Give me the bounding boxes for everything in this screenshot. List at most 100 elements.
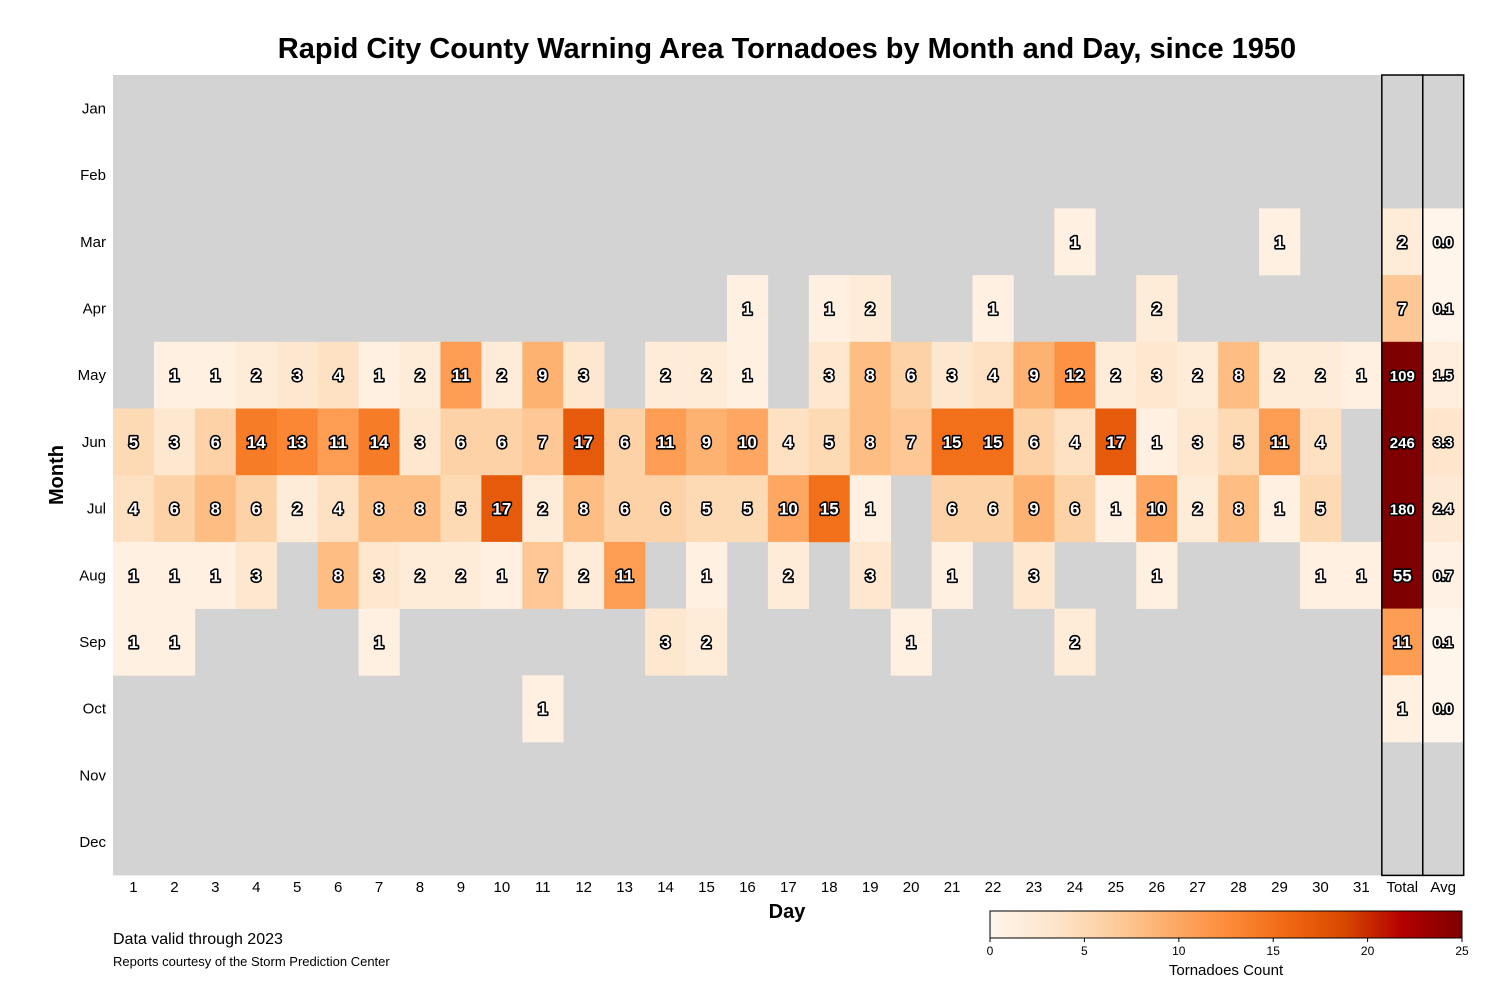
cell-label-may-27: 2 (1193, 366, 1202, 385)
cell-jul-9 (440, 475, 482, 543)
cell-label-jun-19: 8 (865, 433, 874, 452)
cell-label-jun-16: 10 (738, 433, 757, 452)
cell-label-jul-15: 5 (702, 500, 711, 519)
cell-aug-17 (767, 541, 810, 609)
cell-jun-20 (890, 408, 932, 476)
colorbar-tick-5: 5 (1081, 944, 1088, 958)
x-tick-7: 7 (375, 879, 383, 896)
cell-label-mar-29: 1 (1275, 233, 1284, 252)
x-tick-3: 3 (211, 879, 219, 896)
cell-label-aug-11: 7 (538, 566, 547, 585)
x-tick-14: 14 (657, 879, 674, 896)
x-tick-9: 9 (457, 879, 465, 896)
cell-may-16 (726, 341, 769, 409)
y-axis-ticks: Jan Feb Mar Apr May Jun Jul Aug Sep Oct Nov Dec (78, 100, 107, 851)
cell-label-aug-6: 8 (333, 566, 342, 585)
cell-label-jun-20: 7 (906, 433, 915, 452)
cell-aug-1 (113, 541, 155, 609)
cell-aug-11 (522, 541, 564, 609)
cell-label-jun-3: 6 (211, 433, 220, 452)
cell-may-19 (849, 341, 891, 409)
cell-jun-16 (726, 408, 769, 476)
cell-jun-12 (563, 408, 605, 476)
cell-sep-24 (1054, 608, 1096, 676)
cell-label-aug-7: 3 (374, 566, 383, 585)
cell-label-jun-10: 6 (497, 433, 506, 452)
y-tick-may: May (78, 367, 107, 384)
x-tick-19: 19 (862, 879, 879, 896)
cell-label-jun-25: 17 (1106, 433, 1125, 452)
cell-may-10 (481, 341, 523, 409)
cell-jul-23 (1013, 475, 1055, 543)
cell-jul-7 (358, 475, 400, 543)
cell-label-sep-2: 1 (170, 633, 179, 652)
cell-jul-8 (399, 475, 441, 543)
x-tick-total: Total (1386, 879, 1418, 896)
cell-label-sep-1: 1 (129, 633, 138, 652)
cell-jun-29 (1259, 408, 1301, 476)
cell-label-aug-15: 1 (702, 566, 711, 585)
cell-jun-18 (808, 408, 851, 476)
cell-mar-29 (1259, 208, 1301, 276)
cell-jun-15 (686, 408, 728, 476)
cell-label-jul-27: 2 (1193, 500, 1202, 519)
cell-label-may-16: 1 (743, 366, 752, 385)
cell-may-28 (1218, 341, 1260, 409)
cell-aug-12 (563, 541, 605, 609)
total-cell-mar (1381, 208, 1424, 276)
cell-label-jul-7: 8 (374, 500, 383, 519)
cell-may-22 (972, 341, 1014, 409)
avg-cell-may (1422, 341, 1464, 409)
summary-column-frames (1381, 74, 1465, 877)
cell-apr-26 (1136, 275, 1178, 343)
cell-jun-19 (849, 408, 891, 476)
cell-label-jun-4: 14 (247, 433, 266, 452)
cell-label-jul-5: 2 (292, 500, 301, 519)
cell-jun-28 (1218, 408, 1260, 476)
cell-jul-4 (235, 475, 278, 543)
cell-label-jun-18: 5 (825, 433, 834, 452)
total-cell-aug (1381, 541, 1424, 609)
cell-label-may-8: 2 (415, 366, 424, 385)
footer-data-valid: Data valid through 2023 (113, 931, 283, 948)
x-tick-12: 12 (575, 879, 592, 896)
avg-label-sep: 0.1 (1433, 634, 1453, 650)
x-tick-20: 20 (903, 879, 920, 896)
x-tick-1: 1 (129, 879, 137, 896)
cell-label-aug-3: 1 (211, 566, 220, 585)
cell-jun-22 (972, 408, 1014, 476)
cell-label-jun-23: 6 (1029, 433, 1038, 452)
cell-jun-27 (1177, 408, 1219, 476)
cell-label-jun-30: 4 (1316, 433, 1326, 452)
colorbar-label: Tornadoes Count (1169, 962, 1284, 979)
cell-label-jun-13: 6 (620, 433, 629, 452)
cell-label-may-9: 11 (452, 366, 470, 385)
x-tick-13: 13 (616, 879, 633, 896)
y-tick-feb: Feb (80, 167, 106, 184)
footer-credits: Reports courtesy of the Storm Prediction… (113, 954, 390, 969)
colorbar-tick-0: 0 (987, 944, 994, 958)
cell-aug-3 (194, 541, 237, 609)
cell-sep-1 (113, 608, 155, 676)
cell-aug-30 (1299, 541, 1342, 609)
cell-label-may-4: 2 (252, 366, 261, 385)
cell-label-jun-2: 3 (170, 433, 179, 452)
cell-jun-24 (1054, 408, 1096, 476)
avg-label-jun: 3.3 (1433, 434, 1453, 450)
cell-label-aug-26: 1 (1152, 566, 1161, 585)
cell-label-may-30: 2 (1316, 366, 1325, 385)
cell-may-7 (358, 341, 400, 409)
cell-aug-4 (235, 541, 278, 609)
x-tick-5: 5 (293, 879, 301, 896)
cell-jun-25 (1095, 408, 1137, 476)
cell-label-aug-30: 1 (1316, 566, 1325, 585)
cell-label-jul-11: 2 (538, 500, 547, 519)
cell-jul-11 (522, 475, 564, 543)
cell-jul-13 (604, 475, 646, 543)
cell-jul-26 (1136, 475, 1178, 543)
cell-label-may-11: 9 (538, 366, 547, 385)
colorbar-ticks: 0 5 10 15 20 25 (987, 938, 1469, 958)
cell-label-jul-1: 4 (129, 500, 139, 519)
cell-jul-29 (1259, 475, 1301, 543)
cell-may-25 (1095, 341, 1137, 409)
